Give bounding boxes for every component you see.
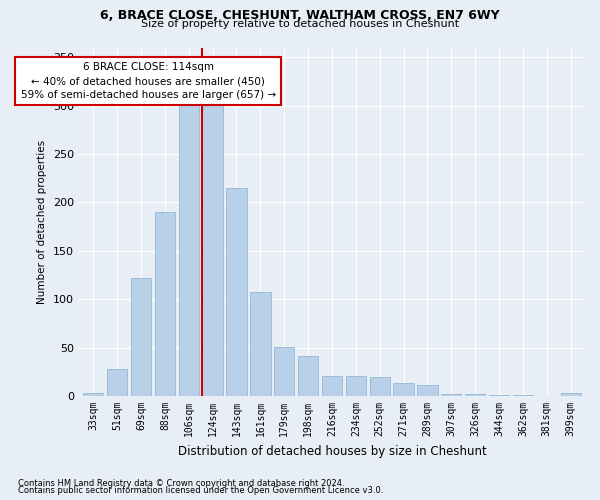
Bar: [298, 356, 318, 396]
Bar: [274, 346, 295, 396]
Bar: [465, 394, 485, 396]
Text: 6, BRACE CLOSE, CHESHUNT, WALTHAM CROSS, EN7 6WY: 6, BRACE CLOSE, CHESHUNT, WALTHAM CROSS,…: [100, 9, 500, 22]
Bar: [250, 292, 271, 396]
Bar: [107, 369, 127, 396]
X-axis label: Distribution of detached houses by size in Cheshunt: Distribution of detached houses by size …: [178, 444, 487, 458]
Bar: [441, 394, 461, 396]
Text: Size of property relative to detached houses in Cheshunt: Size of property relative to detached ho…: [141, 19, 459, 29]
Bar: [346, 376, 366, 396]
Bar: [394, 382, 414, 396]
Bar: [418, 386, 437, 396]
Text: 6 BRACE CLOSE: 114sqm
← 40% of detached houses are smaller (450)
59% of semi-det: 6 BRACE CLOSE: 114sqm ← 40% of detached …: [20, 62, 276, 100]
Bar: [370, 376, 390, 396]
Bar: [489, 395, 509, 396]
Text: Contains HM Land Registry data © Crown copyright and database right 2024.: Contains HM Land Registry data © Crown c…: [18, 478, 344, 488]
Bar: [202, 76, 223, 396]
Bar: [155, 212, 175, 396]
Text: Contains public sector information licensed under the Open Government Licence v3: Contains public sector information licen…: [18, 486, 383, 495]
Bar: [513, 395, 533, 396]
Y-axis label: Number of detached properties: Number of detached properties: [37, 140, 47, 304]
Bar: [179, 76, 199, 396]
Bar: [226, 188, 247, 396]
Bar: [322, 376, 342, 396]
Bar: [131, 278, 151, 396]
Bar: [560, 393, 581, 396]
Bar: [83, 393, 103, 396]
